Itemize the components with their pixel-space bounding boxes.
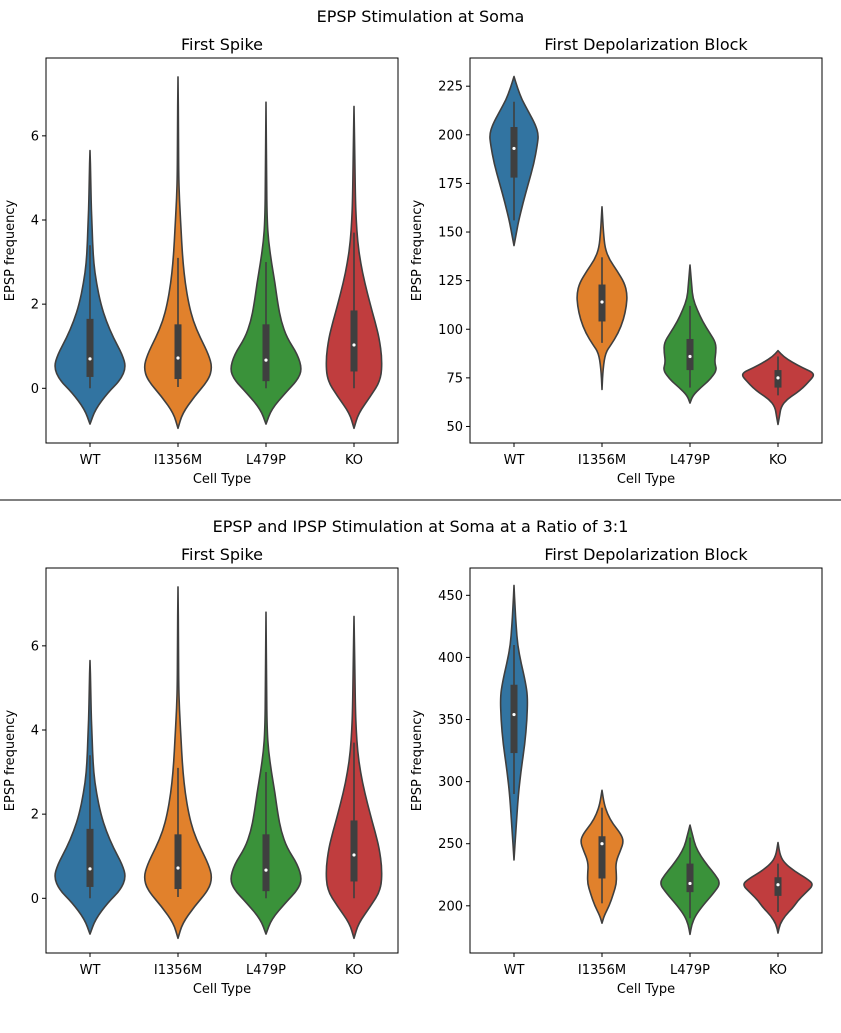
violin-i1356m xyxy=(143,586,213,940)
x-tick-label: I1356M xyxy=(578,453,626,468)
violin-iqr-box xyxy=(174,834,182,890)
y-axis-label: EPSP frequency xyxy=(410,199,425,301)
y-axis-label: EPSP frequency xyxy=(3,709,18,811)
y-tick-label: 0 xyxy=(31,892,39,907)
violin-median xyxy=(600,842,604,846)
violin-median xyxy=(688,881,692,886)
axes-title: First Depolarization Block xyxy=(544,35,748,54)
x-axis-label: Cell Type xyxy=(193,472,251,487)
x-tick-label: KO xyxy=(769,963,787,978)
violin-median xyxy=(176,866,180,870)
y-tick-label: 6 xyxy=(31,639,39,654)
x-tick-label: WT xyxy=(504,453,525,468)
violin-median xyxy=(776,883,780,887)
y-tick-label: 150 xyxy=(438,226,463,241)
x-tick-label: KO xyxy=(769,453,787,468)
y-axis-label: EPSP frequency xyxy=(3,199,18,301)
y-tick-label: 4 xyxy=(31,213,39,228)
y-tick-label: 2 xyxy=(31,298,39,313)
suptitle-row-1: EPSP Stimulation at Soma xyxy=(317,7,525,26)
axes-title: First Spike xyxy=(181,35,263,54)
violin-median xyxy=(264,358,268,362)
violin-iqr-box xyxy=(174,324,182,380)
violin-i1356m xyxy=(143,76,213,430)
y-tick-label: 175 xyxy=(438,177,463,192)
violin-iqr-box xyxy=(350,310,358,372)
x-tick-label: L479P xyxy=(246,453,286,468)
axes-row1-first-spike: First Spike 0 2 4 6 WT I1356M L479P KO Cell Type E… xyxy=(3,35,399,487)
violin-median xyxy=(88,357,92,361)
violin-median xyxy=(688,354,692,359)
y-tick-label: 75 xyxy=(446,371,463,386)
axes-row2-first-spike: First Spike 0 2 4 6 WT I1356M L479P KO Cell Type E… xyxy=(3,545,399,997)
y-axis-label: EPSP frequency xyxy=(410,709,425,811)
axes-title: First Spike xyxy=(181,545,263,564)
x-tick-label: WT xyxy=(504,963,525,978)
violin-iqr-box xyxy=(774,877,782,896)
x-tick-label: I1356M xyxy=(154,453,202,468)
y-tick-label: 300 xyxy=(438,775,463,790)
violin-median xyxy=(264,868,268,872)
violin-median xyxy=(512,712,516,717)
axes-frame xyxy=(45,567,399,954)
x-tick-label: I1356M xyxy=(154,963,202,978)
x-tick-label: WT xyxy=(80,453,101,468)
violin-median xyxy=(776,376,780,380)
x-tick-label: L479P xyxy=(670,963,710,978)
violin-median xyxy=(88,867,92,871)
violin-median xyxy=(512,146,516,151)
axes-frame xyxy=(469,567,823,954)
x-axis-label: Cell Type xyxy=(193,982,251,997)
violin-median xyxy=(352,343,356,347)
x-axis-label: Cell Type xyxy=(617,982,675,997)
violin-iqr-box xyxy=(350,820,358,882)
y-tick-label: 200 xyxy=(438,128,463,143)
violin-iqr-box xyxy=(686,863,694,893)
axes-row2-first-depolarization-block: First Depolarization Block 200 250 300 350 40… xyxy=(410,545,823,997)
x-tick-label: L479P xyxy=(246,963,286,978)
y-tick-label: 450 xyxy=(438,589,463,604)
y-tick-label: 125 xyxy=(438,274,463,289)
y-tick-label: 50 xyxy=(446,420,463,435)
violin-median xyxy=(352,853,356,857)
violin-iqr-box xyxy=(262,324,270,382)
y-tick-label: 2 xyxy=(31,808,39,823)
violin-iqr-box xyxy=(510,684,518,754)
axes-frame xyxy=(45,57,399,444)
violin-median xyxy=(600,300,604,304)
axes-frame xyxy=(469,57,823,444)
y-tick-label: 4 xyxy=(31,723,39,738)
violin-iqr-box xyxy=(510,127,518,178)
axes-title: First Depolarization Block xyxy=(544,545,748,564)
y-tick-label: 225 xyxy=(438,80,463,95)
y-tick-label: 6 xyxy=(31,129,39,144)
suptitle-row-2: EPSP and IPSP Stimulation at Soma at a R… xyxy=(213,517,629,536)
violin-iqr-box xyxy=(598,836,606,879)
x-tick-label: L479P xyxy=(670,453,710,468)
y-tick-label: 400 xyxy=(438,651,463,666)
violin-iqr-box xyxy=(686,338,694,371)
x-tick-label: I1356M xyxy=(578,963,626,978)
violin-median xyxy=(176,356,180,360)
x-axis-label: Cell Type xyxy=(617,472,675,487)
violin-iqr-box xyxy=(86,828,94,887)
y-tick-label: 250 xyxy=(438,837,463,852)
y-tick-label: 200 xyxy=(438,899,463,914)
y-tick-label: 350 xyxy=(438,713,463,728)
axes-row1-first-depolarization-block: First Depolarization Block 50 75 100 125 150 1… xyxy=(410,35,823,487)
y-tick-label: 0 xyxy=(31,382,39,397)
x-tick-label: KO xyxy=(345,963,363,978)
x-tick-label: WT xyxy=(80,963,101,978)
violin-iqr-box xyxy=(86,318,94,377)
y-tick-label: 100 xyxy=(438,323,463,338)
x-tick-label: KO xyxy=(345,453,363,468)
violin-iqr-box xyxy=(262,834,270,892)
